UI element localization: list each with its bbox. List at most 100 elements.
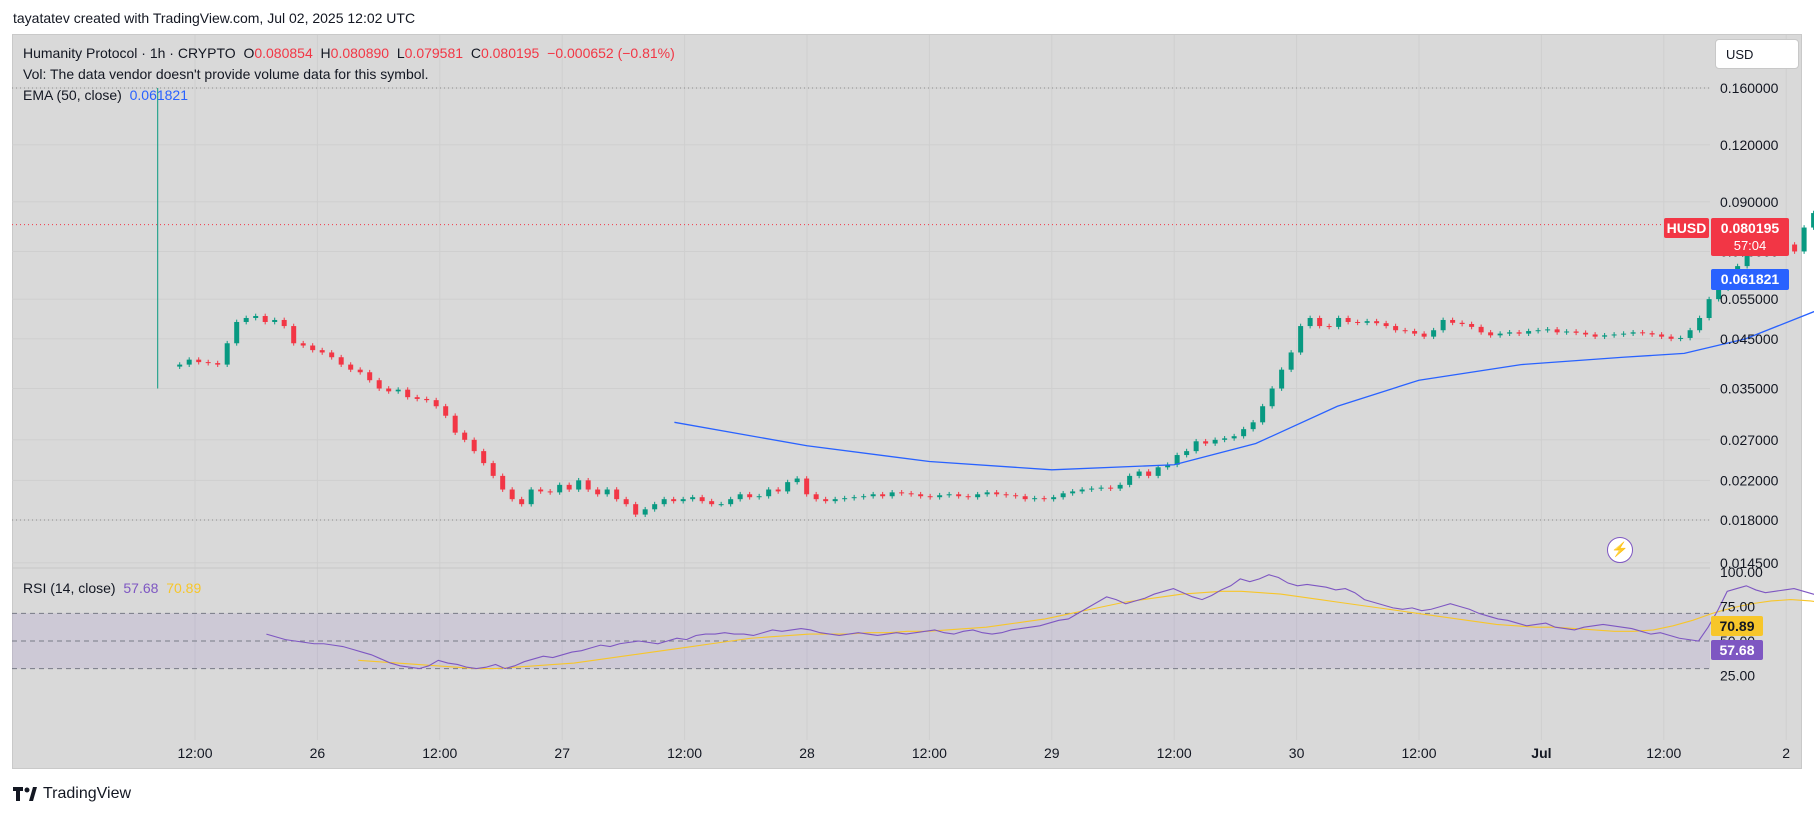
price-axis: 0.1600000.1200000.0900000.0700000.055000… bbox=[1720, 80, 1779, 571]
time-tick-label: 12:00 bbox=[1646, 745, 1681, 761]
close-value: 0.080195 bbox=[480, 45, 540, 61]
candle-body bbox=[1744, 245, 1750, 267]
candle-body bbox=[956, 494, 962, 497]
candle-body bbox=[1032, 498, 1038, 500]
candle-body bbox=[1364, 321, 1370, 323]
time-tick-label: 28 bbox=[799, 745, 815, 761]
candle-body bbox=[633, 504, 639, 515]
candle-body bbox=[737, 494, 743, 500]
candle-body bbox=[1288, 352, 1294, 370]
candle-body bbox=[1440, 319, 1446, 331]
candle-body bbox=[1298, 326, 1304, 353]
candle-body bbox=[395, 389, 401, 392]
time-tick-label: Jul bbox=[1531, 745, 1551, 761]
candle-body bbox=[1260, 406, 1266, 423]
ema-legend[interactable]: EMA (50, close) 0.061821 bbox=[23, 87, 188, 103]
rsi-ma-value: 70.89 bbox=[166, 580, 202, 596]
candle-body bbox=[1307, 317, 1313, 327]
candle-body bbox=[1098, 487, 1104, 489]
symbol-title[interactable]: Humanity Protocol · 1h · CRYPTO bbox=[23, 45, 236, 61]
candle-body bbox=[1573, 331, 1579, 333]
time-tick-label: 12:00 bbox=[667, 745, 702, 761]
candle-body bbox=[690, 497, 696, 500]
candle-body bbox=[224, 343, 230, 365]
candle-body bbox=[1412, 331, 1418, 334]
candle-body bbox=[376, 380, 382, 389]
currency-selector[interactable]: USD bbox=[1715, 39, 1799, 69]
ema-price-tag: 0.061821 bbox=[1711, 269, 1789, 290]
candle-body bbox=[595, 489, 601, 495]
rsi-ma-tag: 70.89 bbox=[1711, 616, 1763, 636]
candle-body bbox=[965, 496, 971, 498]
rsi-legend[interactable]: RSI (14, close) 57.68 70.89 bbox=[23, 580, 201, 596]
candle-body bbox=[1659, 334, 1665, 337]
candle-body bbox=[699, 497, 705, 502]
ema-label: EMA (50, close) bbox=[23, 87, 122, 103]
candle-body bbox=[243, 317, 249, 322]
candle-body bbox=[547, 491, 553, 493]
candle-body bbox=[614, 489, 620, 500]
time-tick-label: 12:00 bbox=[177, 745, 212, 761]
ema-line bbox=[674, 310, 1814, 471]
candle-body bbox=[623, 499, 629, 505]
candle-body bbox=[1003, 494, 1009, 496]
price-tick-label: 0.027000 bbox=[1720, 432, 1779, 448]
candle-body bbox=[481, 451, 487, 464]
bar-countdown: 57:04 bbox=[1733, 238, 1767, 253]
brand-name: TradingView bbox=[43, 785, 132, 802]
candle-body bbox=[1336, 317, 1342, 327]
time-tick-label: 2 bbox=[1782, 745, 1790, 761]
candle-body bbox=[908, 493, 914, 495]
tradingview-logo[interactable]: TradingView bbox=[13, 785, 131, 803]
candle-body bbox=[253, 316, 259, 318]
rsi-tick-label: 25.00 bbox=[1720, 668, 1755, 684]
candle-body bbox=[262, 316, 268, 322]
candle-body bbox=[329, 352, 335, 358]
chart-frame[interactable] bbox=[12, 34, 1802, 769]
candle-body bbox=[1630, 332, 1636, 334]
candle-body bbox=[1592, 334, 1598, 337]
candle-body bbox=[1526, 331, 1532, 334]
candle-body bbox=[604, 489, 610, 495]
candle-body bbox=[775, 489, 781, 492]
candle-body bbox=[357, 369, 363, 373]
candle-body bbox=[272, 319, 278, 322]
candle-body bbox=[585, 480, 591, 490]
candle-body bbox=[205, 362, 211, 364]
candle-body bbox=[927, 496, 933, 498]
candle-body bbox=[1155, 467, 1161, 476]
candle-body bbox=[424, 398, 430, 401]
candlestick-series bbox=[157, 88, 1814, 517]
high-value: 0.080890 bbox=[330, 45, 390, 61]
candle-body bbox=[433, 400, 439, 407]
candle-body bbox=[832, 499, 838, 502]
candle-body bbox=[528, 489, 534, 505]
candle-body bbox=[642, 509, 648, 515]
candle-body bbox=[1070, 491, 1076, 494]
open-label: O bbox=[243, 45, 255, 61]
price-tick-label: 0.120000 bbox=[1720, 137, 1779, 153]
low-value: 0.079581 bbox=[404, 45, 464, 61]
time-tick-label: 12:00 bbox=[422, 745, 457, 761]
candle-body bbox=[1554, 329, 1560, 333]
candle-body bbox=[1022, 496, 1028, 500]
candle-body bbox=[509, 489, 515, 500]
candle-body bbox=[1611, 334, 1617, 336]
candle-body bbox=[1231, 436, 1237, 439]
rsi-value-tag: 57.68 bbox=[1711, 640, 1763, 660]
candle-body bbox=[1621, 333, 1627, 335]
candle-body bbox=[842, 498, 848, 500]
candle-body bbox=[1250, 422, 1256, 430]
candle-body bbox=[1127, 475, 1133, 485]
lightning-icon[interactable]: ⚡ bbox=[1607, 537, 1633, 563]
rsi-tick-label: 75.00 bbox=[1720, 599, 1755, 615]
price-tick-label: 0.160000 bbox=[1720, 80, 1779, 96]
candle-body bbox=[281, 319, 287, 327]
price-tick-label: 0.022000 bbox=[1720, 472, 1779, 488]
candle-body bbox=[823, 499, 829, 502]
candle-body bbox=[186, 359, 192, 365]
candle-body bbox=[794, 478, 800, 483]
candle-body bbox=[1165, 464, 1171, 468]
